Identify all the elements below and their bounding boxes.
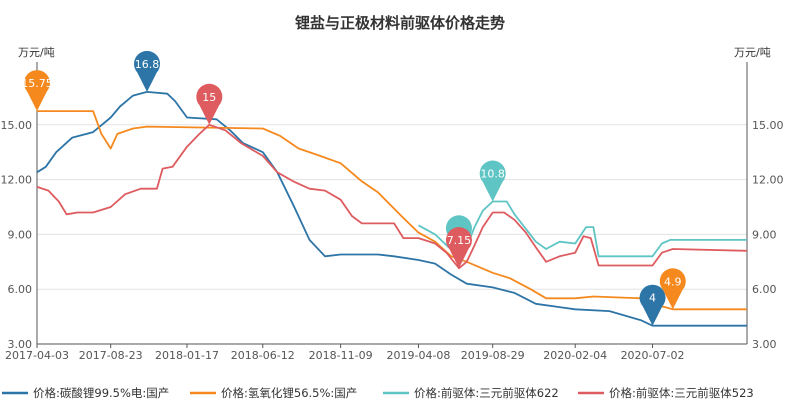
x-tick-label: 2019-08-29 (461, 349, 525, 362)
x-tick-label: 2019-04-08 (387, 349, 451, 362)
x-tick-label: 2017-08-23 (79, 349, 143, 362)
annotation-pins: 15.75 16.8 15 7.15 10.8 4 4.9 (21, 50, 686, 326)
x-tick-label: 2020-07-02 (621, 349, 685, 362)
right-axis-unit: 万元/吨 (734, 46, 771, 59)
y-tick-left: 15.00 (1, 119, 33, 132)
series-line-1 (37, 110, 747, 311)
pin-shape (479, 160, 506, 202)
legend-item-0: 价格:碳酸锂99.5%电:国产 (2, 386, 169, 400)
annotation-pin-0: 15.75 (21, 70, 53, 112)
x-tick-label: 2017-04-03 (5, 349, 69, 362)
x-tick-label: 2018-06-12 (231, 349, 295, 362)
left-axis-unit: 万元/吨 (18, 46, 55, 59)
annotation-pin-2: 15 (196, 83, 223, 125)
y-tick-left: 12.00 (1, 174, 33, 187)
chart-title: 锂盐与正极材料前驱体价格走势 (295, 14, 505, 32)
legend-item-3: 价格:前驱体:三元前驱体523 (578, 386, 754, 400)
grid-lines (37, 124, 747, 345)
annotation-pin-5: 10.8 (479, 160, 506, 202)
y-tick-left: 3.00 (8, 338, 33, 351)
legend-label: 价格:氢氧化锂56.5%:国产 (221, 386, 357, 400)
x-tick-label: 2018-11-09 (309, 349, 373, 362)
legend-label: 价格:碳酸锂99.5%电:国产 (33, 386, 169, 400)
pin-shape (639, 284, 666, 326)
annotation-pin-1: 16.8 (134, 50, 161, 92)
y-tick-right: 9.00 (752, 228, 777, 241)
y-tick-right: 6.00 (752, 283, 777, 296)
pin-label: 4 (649, 292, 656, 305)
y-tick-left: 6.00 (8, 283, 33, 296)
legend-label: 价格:前驱体:三元前驱体622 (414, 386, 559, 400)
pin-shape (445, 227, 472, 269)
pin-label: 15 (202, 91, 216, 104)
pin-shape (659, 268, 686, 310)
annotation-pin-7: 4.9 (659, 268, 686, 310)
annotation-pin-6: 4 (639, 284, 666, 326)
x-tick-label: 2020-02-04 (543, 349, 607, 362)
pin-shape (134, 50, 161, 92)
annotation-pin-4: 7.15 (445, 227, 472, 269)
legend-item-1: 价格:氢氧化锂56.5%:国产 (190, 386, 357, 400)
pin-label: 7.15 (447, 234, 472, 247)
pin-shape (24, 70, 51, 112)
x-tick-label: 2018-01-17 (155, 349, 219, 362)
series-line-0 (36, 91, 747, 327)
y-tick-left: 9.00 (8, 228, 33, 241)
series-lines (36, 91, 748, 327)
axes: 3.00 3.00 6.00 6.00 9.00 9.00 12.00 12.00 15.00 1… (1, 62, 784, 362)
legend-item-2: 价格:前驱体:三元前驱体622 (383, 386, 559, 400)
legend: 价格:碳酸锂99.5%电:国产 价格:氢氧化锂56.5%:国产 价格:前驱体:三元前… (2, 386, 754, 400)
y-tick-right: 3.00 (752, 338, 777, 351)
pin-label: 10.8 (480, 168, 505, 181)
pin-shape (196, 83, 223, 125)
y-tick-right: 12.00 (752, 174, 784, 187)
legend-label: 价格:前驱体:三元前驱体523 (609, 386, 754, 400)
y-tick-right: 15.00 (752, 119, 784, 132)
pin-label: 4.9 (664, 275, 682, 288)
pin-label: 16.8 (135, 58, 160, 71)
series-line-3 (36, 123, 748, 270)
pin-label: 15.75 (21, 77, 53, 90)
